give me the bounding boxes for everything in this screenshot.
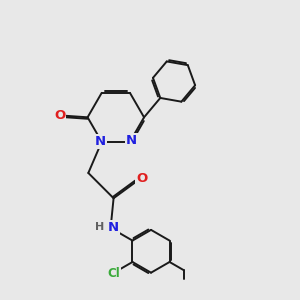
Text: N: N: [95, 135, 106, 148]
Text: N: N: [107, 221, 118, 234]
Text: O: O: [54, 109, 65, 122]
Text: O: O: [136, 172, 148, 185]
Text: Cl: Cl: [108, 267, 121, 280]
Text: H: H: [95, 222, 104, 233]
Text: N: N: [126, 134, 137, 147]
